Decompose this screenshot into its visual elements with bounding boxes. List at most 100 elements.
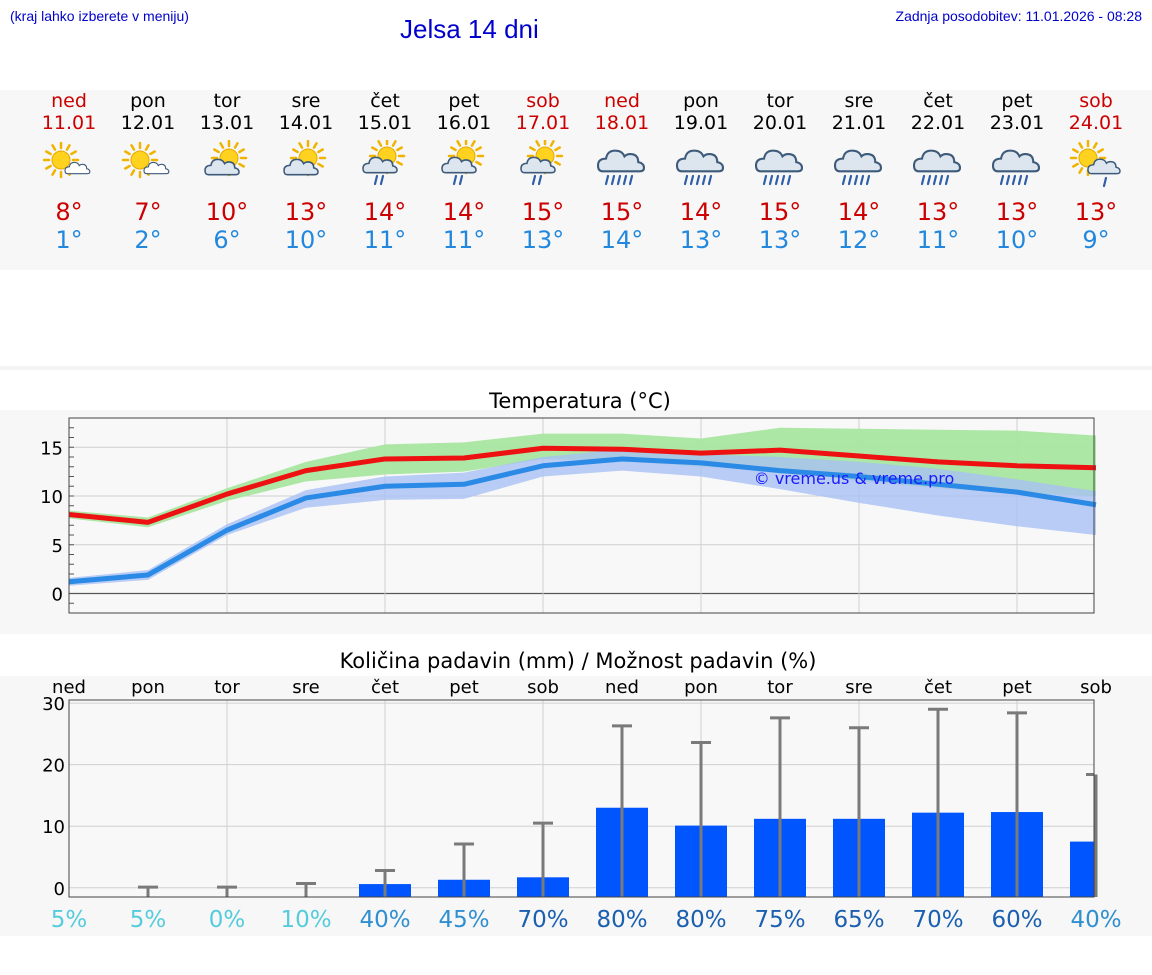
precip-probability: 40% [359, 907, 410, 933]
x-tick-label: pet [1002, 677, 1032, 698]
band-min [69, 449, 1096, 586]
day-column: sre 21.01 14° 12° [819, 90, 899, 254]
partly-cloudy-icon [266, 134, 346, 198]
x-tick-label: sob [1080, 677, 1112, 698]
max-temperature: 15° [600, 198, 644, 226]
forecast-panel [0, 90, 1152, 270]
max-temperature: 8° [55, 198, 83, 226]
day-name: pon [130, 90, 166, 112]
min-temperature: 2° [134, 226, 162, 254]
day-date: 24.01 [1068, 112, 1124, 134]
day-date: 23.01 [989, 112, 1045, 134]
precip-probability: 5% [130, 907, 167, 933]
precip-probability: 65% [833, 907, 884, 933]
y-tick-label: 5 [52, 536, 63, 557]
min-temperature: 11° [442, 226, 486, 254]
line-min [68, 456, 1097, 585]
heavy-rain-icon [740, 134, 820, 198]
max-temperature: 13° [1074, 198, 1118, 226]
x-tick-label: pon [684, 677, 718, 698]
day-name: pon [683, 90, 719, 112]
min-temperature: 14° [600, 226, 644, 254]
chart-title: Temperatura (°C) [488, 389, 671, 413]
x-tick-label: pet [449, 677, 479, 698]
min-temperature: 11° [363, 226, 407, 254]
day-column: ned 18.01 15° 14° [582, 90, 662, 254]
chart-title: Količina padavin (mm) / Možnost padavin … [340, 649, 817, 673]
day-name: pet [1001, 90, 1033, 112]
day-name: pet [448, 90, 480, 112]
min-temperature: 1° [55, 226, 83, 254]
precip-probability: 80% [596, 907, 647, 933]
day-column: pon 12.01 7° 2° [108, 90, 188, 254]
max-temperature: 14° [679, 198, 723, 226]
temperature-chart: Temperatura (°C) 0 5 10 15 © vreme.us & vreme… [40, 389, 1097, 614]
day-column: pet 23.01 13° 10° [977, 90, 1057, 254]
min-temperature: 13° [758, 226, 802, 254]
heavy-rain-icon [582, 134, 662, 198]
day-name: čet [370, 90, 400, 112]
day-column: tor 13.01 10° 6° [187, 90, 267, 254]
day-column: sre 14.01 13° 10° [266, 90, 346, 254]
heavy-rain-icon [819, 134, 899, 198]
day-date: 15.01 [357, 112, 413, 134]
day-name: tor [213, 90, 241, 112]
day-name: tor [766, 90, 794, 112]
x-tick-label: sre [292, 677, 319, 698]
min-temperature: 11° [916, 226, 960, 254]
max-temperature: 13° [995, 198, 1039, 226]
day-date: 11.01 [41, 112, 97, 134]
max-temperature: 15° [758, 198, 802, 226]
sun-cloud-icon [108, 134, 188, 198]
day-date: 13.01 [199, 112, 255, 134]
min-temperature: 9° [1082, 226, 1110, 254]
x-tick-label: čet [371, 677, 399, 698]
day-column: sob 17.01 15° 13° [503, 90, 583, 254]
location-hint: (kraj lahko izberete v meniju) [10, 8, 189, 24]
min-temperature: 13° [679, 226, 723, 254]
day-name: sob [1079, 90, 1113, 112]
y-tick-label: 0 [54, 879, 65, 900]
x-tick-label: tor [767, 677, 793, 698]
min-temperature: 12° [837, 226, 881, 254]
precip-probability: 60% [991, 907, 1042, 933]
precip-probability: 45% [438, 907, 489, 933]
precip-bar [1070, 841, 1094, 897]
day-name: sre [844, 90, 874, 112]
day-name: sob [526, 90, 560, 112]
day-name: čet [923, 90, 953, 112]
sun-light-rain-icon [1056, 134, 1136, 198]
plot-frame [68, 699, 1095, 898]
max-temperature: 13° [916, 198, 960, 226]
heavy-rain-icon [977, 134, 1057, 198]
precip-probability: 0% [209, 907, 246, 933]
divider [0, 366, 1152, 370]
day-column: tor 20.01 15° 13° [740, 90, 820, 254]
x-tick-label: ned [52, 677, 86, 698]
partly-cloudy-icon [187, 134, 267, 198]
day-name: ned [51, 90, 87, 112]
sun-rain-icon [424, 134, 504, 198]
day-date: 18.01 [594, 112, 650, 134]
day-column: sob 24.01 13° 9° [1056, 90, 1136, 254]
max-temperature: 14° [363, 198, 407, 226]
min-temperature: 6° [213, 226, 241, 254]
day-date: 20.01 [752, 112, 808, 134]
plot-frame [68, 417, 1095, 614]
precip-probability: 40% [1070, 907, 1121, 933]
max-temperature: 10° [205, 198, 249, 226]
y-tick-label: 30 [42, 694, 65, 715]
precipitation-chart: Količina padavin (mm) / Možnost padavin … [42, 649, 1121, 933]
day-column: čet 22.01 13° 11° [898, 90, 978, 254]
day-date: 22.01 [910, 112, 966, 134]
day-name: sre [291, 90, 321, 112]
day-date: 16.01 [436, 112, 492, 134]
last-update: Zadnja posodobitev: 11.01.2026 - 08:28 [895, 8, 1142, 24]
sun-rain-icon [345, 134, 425, 198]
max-temperature: 14° [442, 198, 486, 226]
sun-rain-icon [503, 134, 583, 198]
day-date: 17.01 [515, 112, 571, 134]
x-tick-label: sre [845, 677, 872, 698]
watermark: © vreme.us & vreme.pro [754, 469, 955, 488]
day-date: 21.01 [831, 112, 887, 134]
